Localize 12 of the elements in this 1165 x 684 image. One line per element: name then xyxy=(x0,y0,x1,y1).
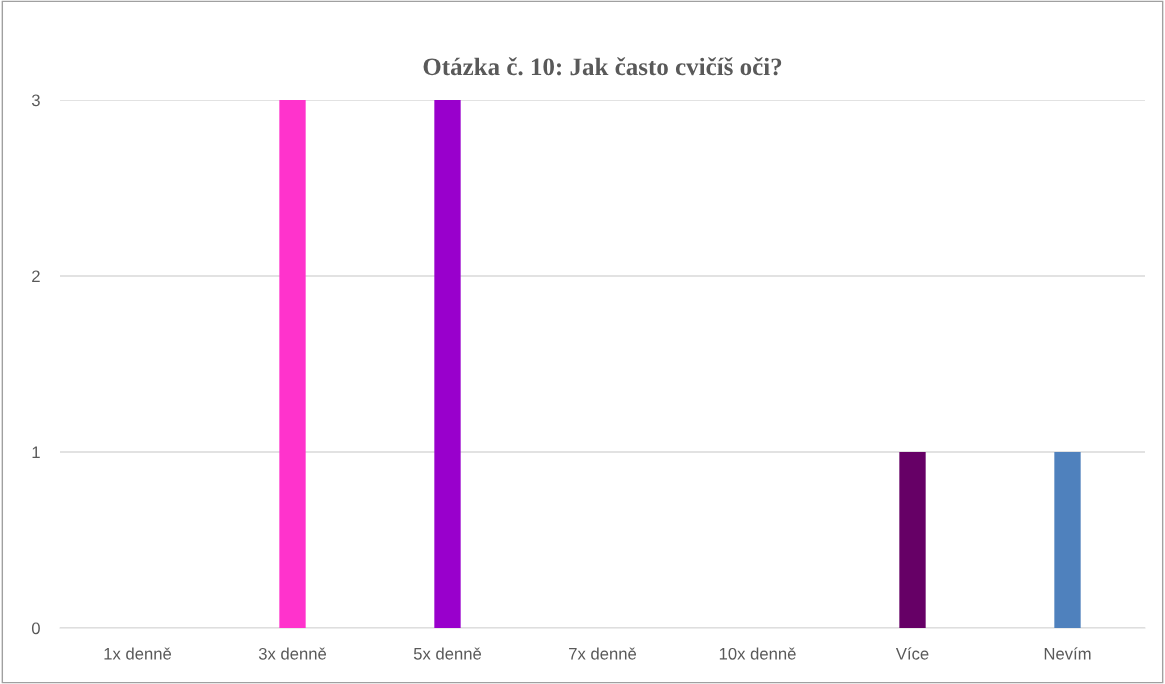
y-tick-label: 3 xyxy=(31,94,40,107)
x-tick-label: Více xyxy=(895,647,929,660)
x-tick-label: 3x denně xyxy=(258,647,327,660)
x-tick-label: Nevím xyxy=(1044,647,1091,660)
x-tick-label: 5x denně xyxy=(413,647,482,660)
y-tick-label: 2 xyxy=(32,270,40,283)
chart-title: Otázka č. 10: Jak často cvičíš oči? xyxy=(423,57,782,76)
y-tick-label: 0 xyxy=(31,622,40,635)
y-tick-label: 1 xyxy=(32,446,40,459)
x-tick-label: 1x denně xyxy=(104,647,172,660)
x-tick-label: 7x denně xyxy=(569,647,637,660)
x-tick-label: 10x denně xyxy=(719,647,796,660)
